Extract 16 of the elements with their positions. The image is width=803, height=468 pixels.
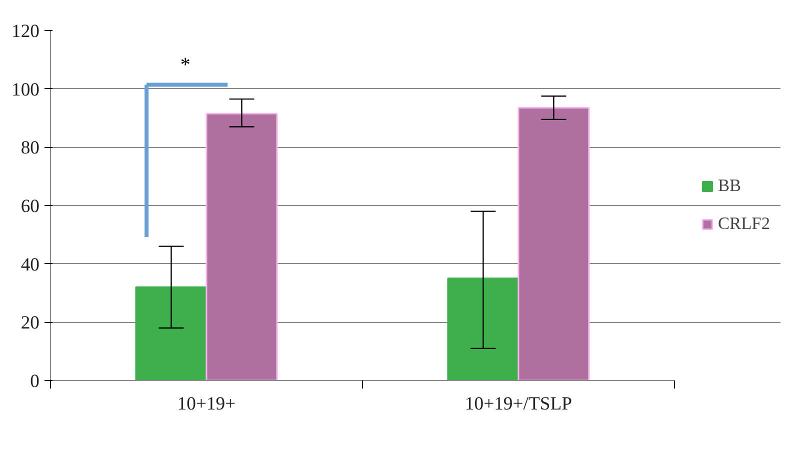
legend-label: CRLF2 [718, 214, 770, 234]
y-tick-label: 100 [12, 79, 40, 100]
y-tick-label: 120 [12, 21, 40, 42]
y-tick-label: 0 [30, 371, 40, 392]
bar [135, 286, 208, 380]
annotation: * [180, 54, 190, 76]
y-tick-label: 60 [20, 196, 40, 217]
legend-label: BB [718, 176, 742, 196]
bar [447, 278, 520, 380]
bar [206, 112, 278, 380]
y-tick-label: 40 [20, 254, 40, 276]
x-tick-label: 10+19+/TSLP [464, 394, 572, 414]
y-tick-label: 20 [20, 312, 40, 334]
bar [518, 107, 590, 380]
y-tick-label: 80 [20, 138, 40, 159]
x-tick-label: 10+19+ [177, 394, 236, 414]
